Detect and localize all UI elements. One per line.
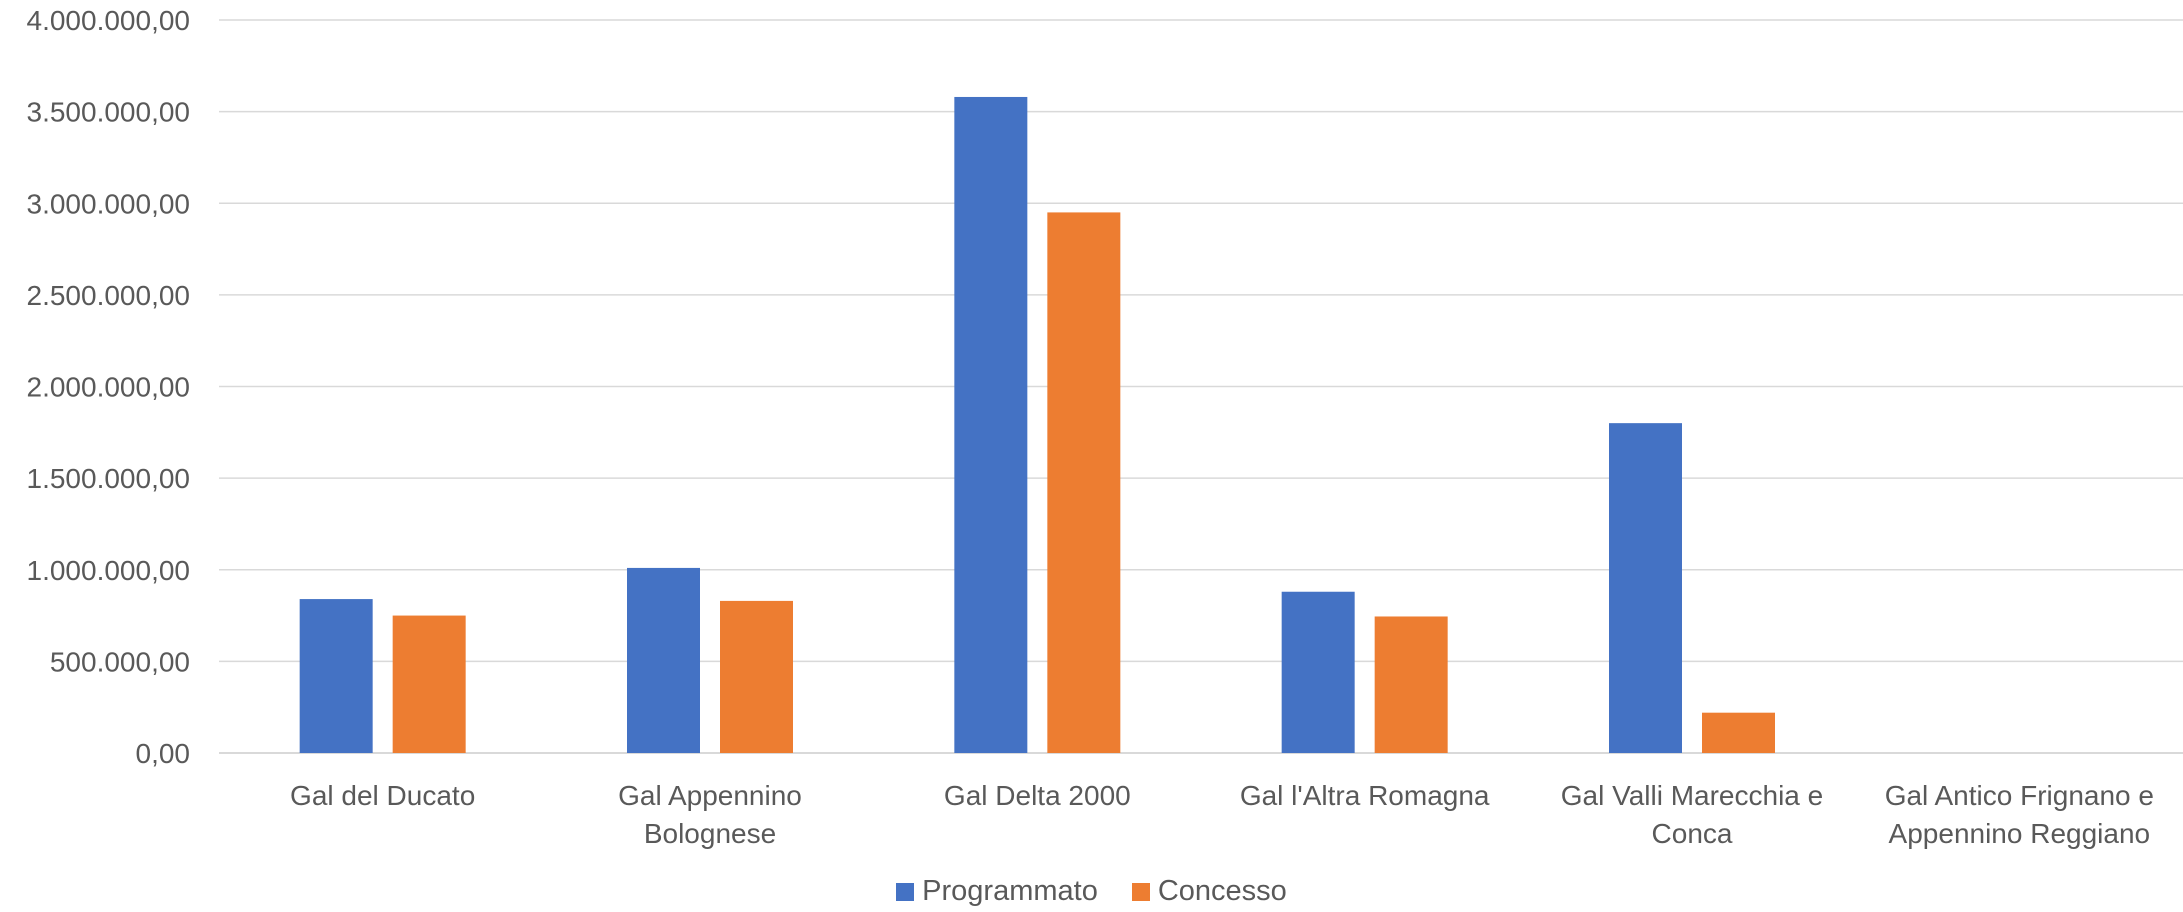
bar-programmato-0 bbox=[299, 599, 373, 753]
x-tick-label-1: Gal Appennino Bolognese bbox=[618, 780, 802, 849]
legend-swatch-programmato bbox=[896, 882, 915, 901]
bar-concesso-2 bbox=[1047, 212, 1121, 754]
x-tick-label-0: Gal del Ducato bbox=[290, 780, 475, 811]
y-tick-label: 500.000,00 bbox=[50, 646, 190, 677]
bars bbox=[299, 96, 1775, 754]
x-tick-label-5: Gal Antico Frignano e Appennino Reggiano bbox=[1885, 780, 2154, 849]
y-tick-label: 2.000.000,00 bbox=[27, 372, 191, 403]
bar-concesso-1 bbox=[720, 600, 793, 753]
bar-concesso-4 bbox=[1702, 712, 1775, 753]
y-tick-label: 1.000.000,00 bbox=[27, 555, 191, 586]
x-tick-label-4: Gal Valli Marecchia e Conca bbox=[1561, 780, 1823, 849]
bar-concesso-3 bbox=[1374, 616, 1448, 753]
x-tick-label-3: Gal l'Altra Romagna bbox=[1240, 780, 1490, 811]
legend-label-concesso: Concesso bbox=[1157, 875, 1287, 907]
y-tick-label: 0,00 bbox=[136, 738, 191, 769]
y-axis-tick-labels: 0,00 500.000,00 1.000.000,00 1.500.000,00 2.… bbox=[27, 5, 191, 769]
x-axis-tick-labels: Gal del Ducato Gal Appennino Bolognese Gal … bbox=[290, 780, 2154, 849]
y-tick-label: 3.500.000,00 bbox=[27, 97, 191, 128]
legend-item-concesso: Concesso bbox=[1131, 875, 1287, 908]
bar-programmato-1 bbox=[627, 567, 700, 753]
legend-label-programmato: Programmato bbox=[922, 875, 1098, 907]
bar-chart: 0,00 500.000,00 1.000.000,00 1.500.000,00 2.… bbox=[27, 5, 2183, 849]
legend-swatch-concesso bbox=[1131, 882, 1150, 901]
bar-concesso-0 bbox=[392, 615, 466, 753]
gridlines bbox=[219, 19, 2183, 754]
legend: Programmato Concesso bbox=[0, 875, 2183, 908]
legend-item-programmato: Programmato bbox=[896, 875, 1098, 908]
y-tick-label: 4.000.000,00 bbox=[27, 5, 191, 36]
y-tick-label: 3.000.000,00 bbox=[27, 188, 191, 219]
x-tick-label-2: Gal Delta 2000 bbox=[944, 780, 1131, 811]
bar-programmato-2 bbox=[954, 96, 1028, 754]
bar-programmato-3 bbox=[1281, 591, 1355, 753]
y-tick-label: 2.500.000,00 bbox=[27, 280, 191, 311]
bar-programmato-4 bbox=[1609, 423, 1682, 753]
y-tick-label: 1.500.000,00 bbox=[27, 463, 191, 494]
